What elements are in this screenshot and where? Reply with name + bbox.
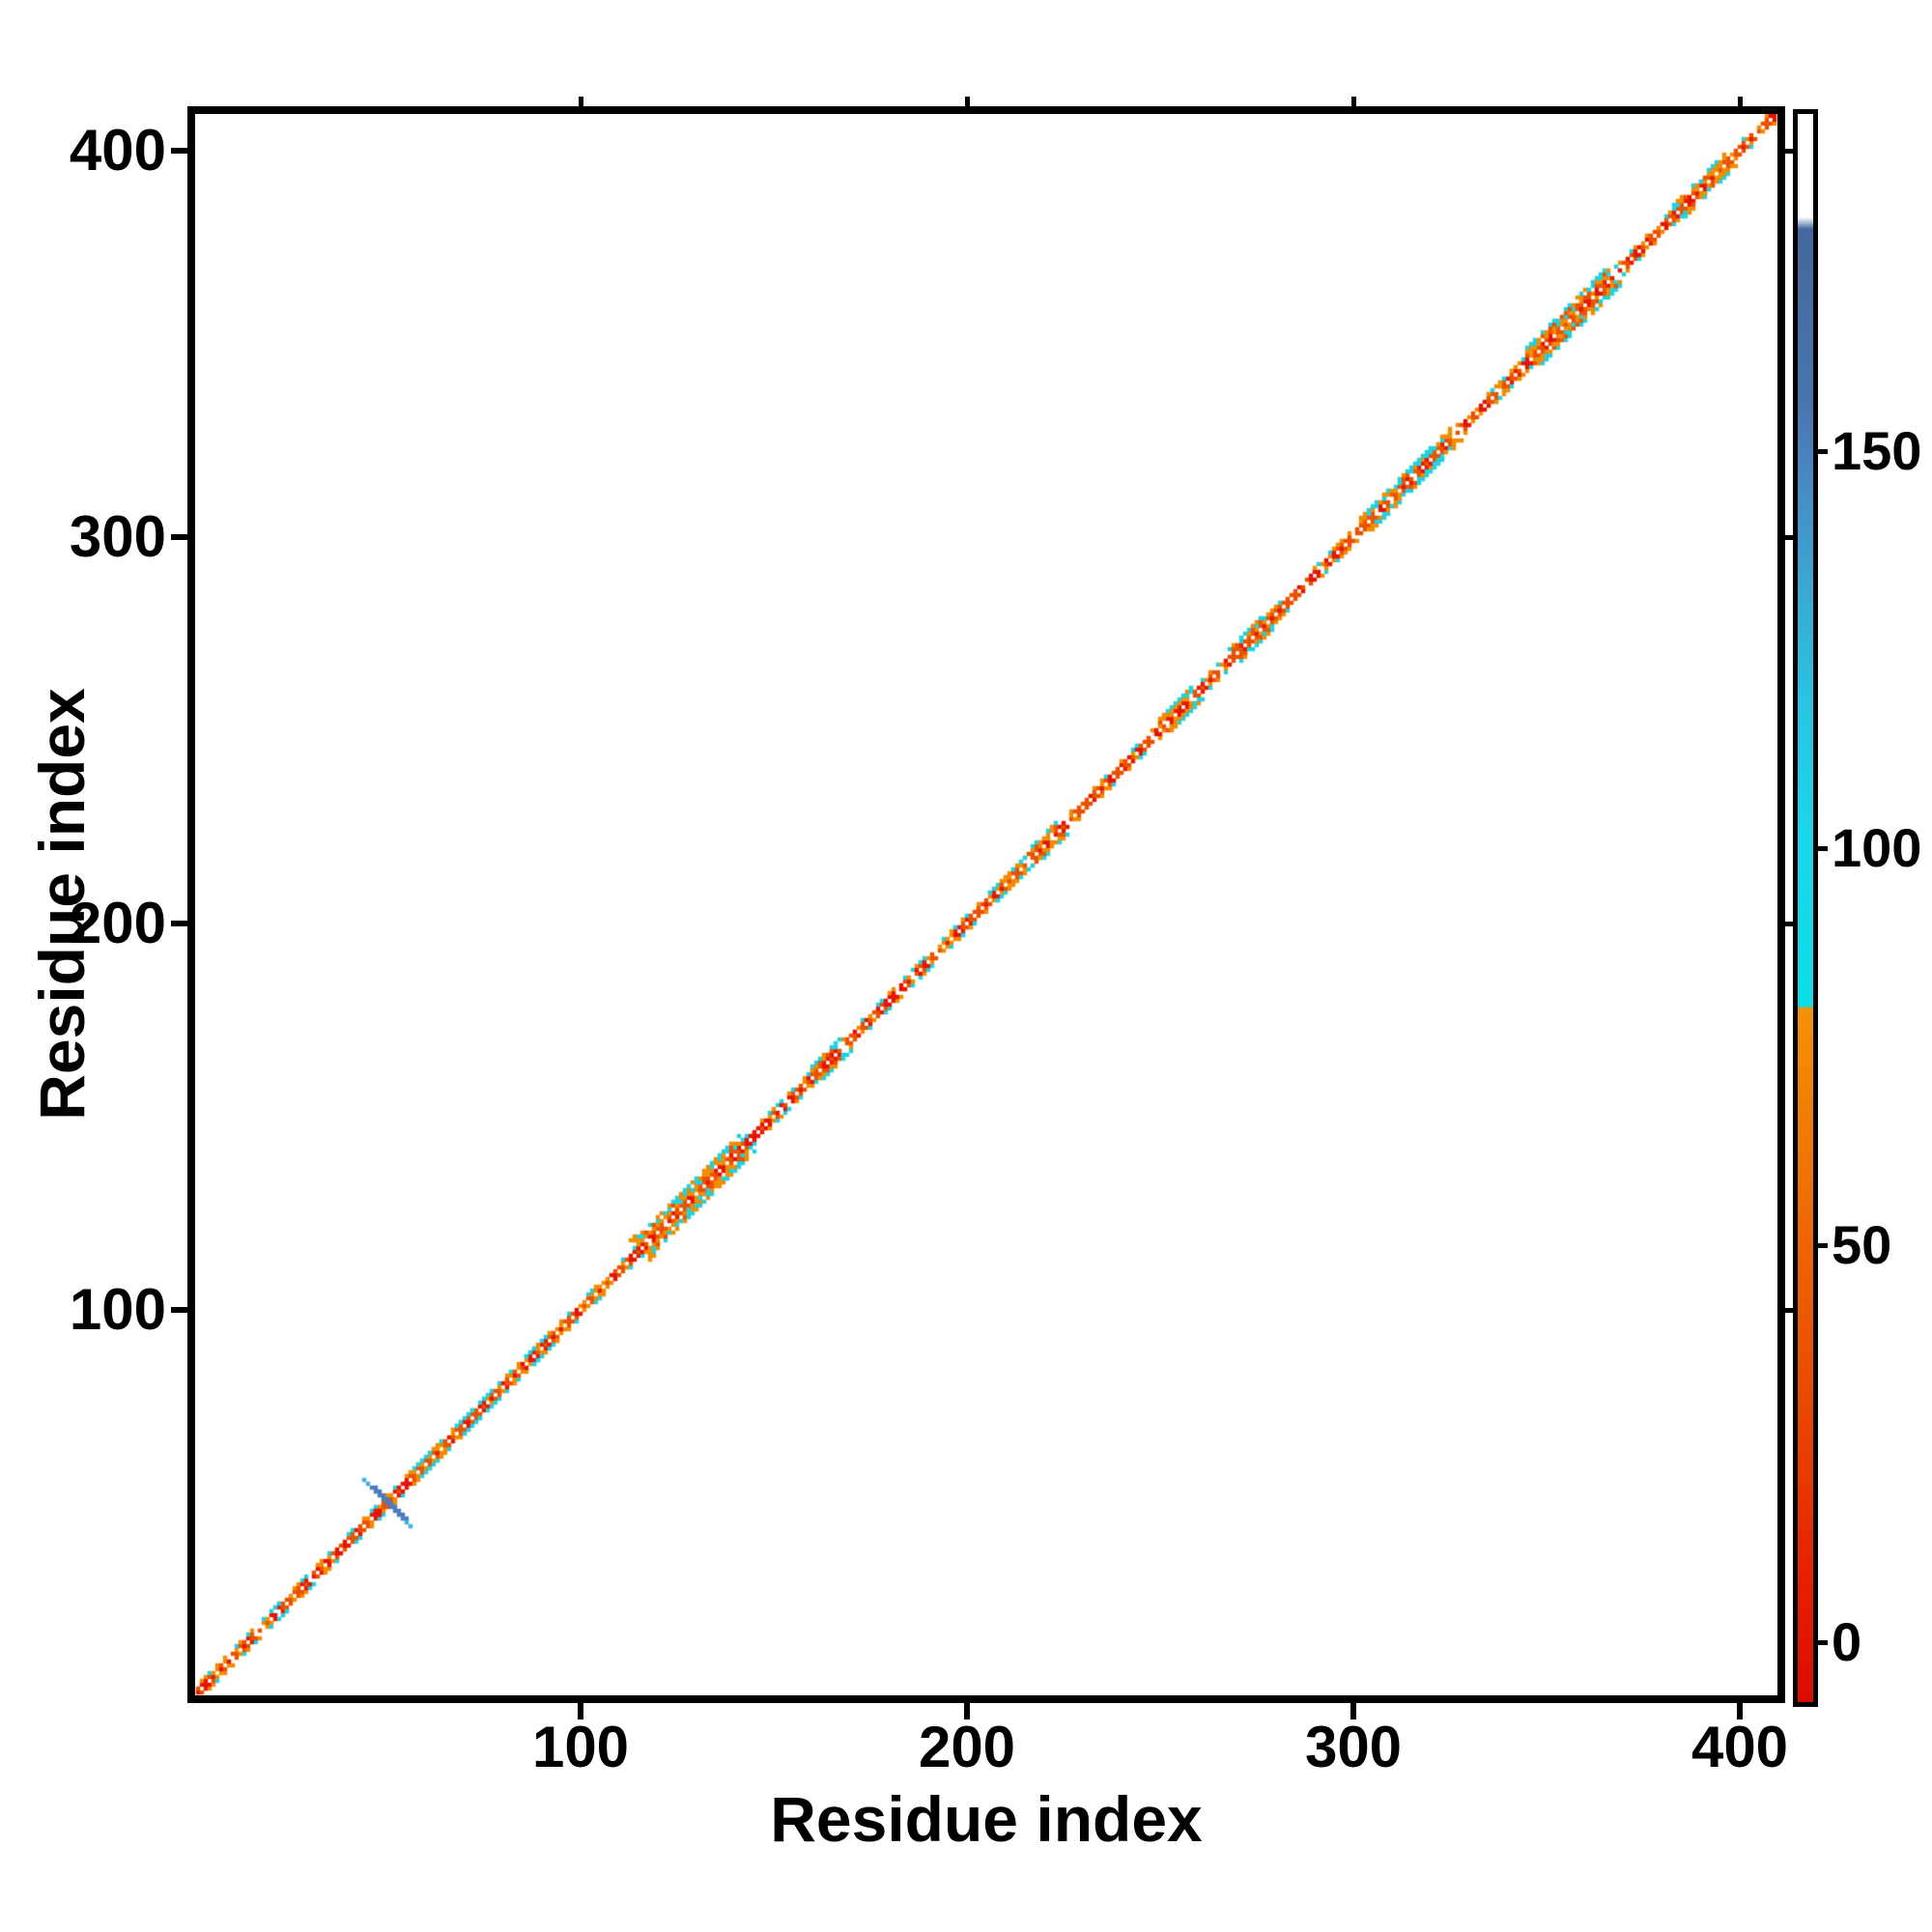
- y-axis-tick: [171, 148, 187, 154]
- colorbar-tick: [1817, 1639, 1828, 1645]
- y-axis-right-tick: [1785, 148, 1795, 154]
- x-tick-label: 400: [1690, 1715, 1789, 1779]
- plot-area: [187, 106, 1785, 1703]
- y-axis-tick: [171, 534, 187, 540]
- colorbar-tick: [1817, 448, 1828, 454]
- y-axis-right-tick: [1785, 921, 1795, 926]
- heatmap-canvas: [195, 114, 1777, 1695]
- x-axis-tick: [964, 1703, 970, 1719]
- colorbar-tick-label: 100: [1832, 817, 1922, 879]
- y-axis-right-tick: [1785, 534, 1795, 540]
- y-axis-right-tick: [1785, 1307, 1795, 1313]
- x-axis-top-tick: [964, 97, 970, 106]
- x-axis-tick: [578, 1703, 583, 1719]
- x-axis-top-tick: [578, 97, 583, 106]
- colorbar: [1793, 109, 1818, 1707]
- y-tick-label: 400: [69, 118, 166, 183]
- x-tick-label: 300: [1304, 1715, 1403, 1779]
- x-tick-label: 100: [531, 1715, 630, 1779]
- y-tick-label: 300: [69, 504, 166, 569]
- colorbar-tick: [1817, 1242, 1828, 1248]
- x-tick-label: 200: [918, 1715, 1016, 1779]
- y-axis-tick: [171, 921, 187, 926]
- x-axis-tick: [1737, 1703, 1743, 1719]
- colorbar-tick: [1817, 845, 1828, 851]
- colorbar-tick-label: 0: [1832, 1611, 1862, 1673]
- colorbar-tick-label: 150: [1832, 420, 1922, 482]
- x-axis-top-tick: [1737, 97, 1743, 106]
- x-axis-top-tick: [1350, 97, 1356, 106]
- y-tick-label: 100: [69, 1277, 166, 1342]
- x-axis-tick: [1350, 1703, 1356, 1719]
- colorbar-gradient: [1798, 114, 1813, 1702]
- y-axis-tick: [171, 1307, 187, 1313]
- x-axis-title: Residue index: [770, 1783, 1203, 1855]
- colorbar-tick-label: 50: [1832, 1214, 1892, 1276]
- y-tick-label: 200: [69, 891, 166, 955]
